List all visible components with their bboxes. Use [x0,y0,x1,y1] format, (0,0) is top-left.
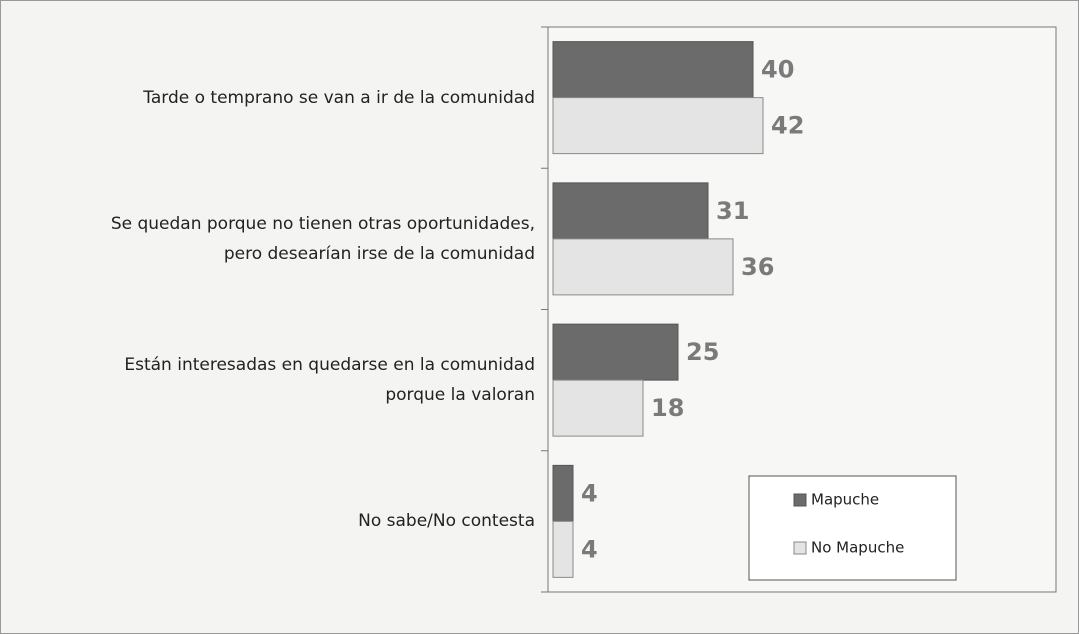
bar [552,520,574,578]
bar [552,182,709,240]
category-label: Están interesadas en quedarse en la comu… [124,355,535,406]
bar [552,323,679,381]
bar [552,379,644,437]
legend-swatch [793,541,807,555]
value-label: 25 [686,338,719,366]
legend-box [748,475,957,581]
bar [552,41,754,99]
value-label: 18 [651,394,684,422]
category-label: No sabe/No contesta [358,511,535,532]
value-label: 4 [581,479,598,507]
legend-label: Mapuche [811,491,879,509]
legend-label: No Mapuche [811,539,904,557]
legend-swatch [793,493,807,507]
bar [552,238,734,296]
value-label: 42 [771,112,804,140]
category-label: Se quedan porque no tienen otras oportun… [110,213,535,264]
value-label: 4 [581,535,598,563]
value-label: 40 [761,56,794,84]
value-label: 31 [716,197,749,225]
bar [552,464,574,522]
bar [552,97,764,155]
value-label: 36 [741,253,774,281]
category-label: Tarde o temprano se van a ir de la comun… [143,87,535,108]
